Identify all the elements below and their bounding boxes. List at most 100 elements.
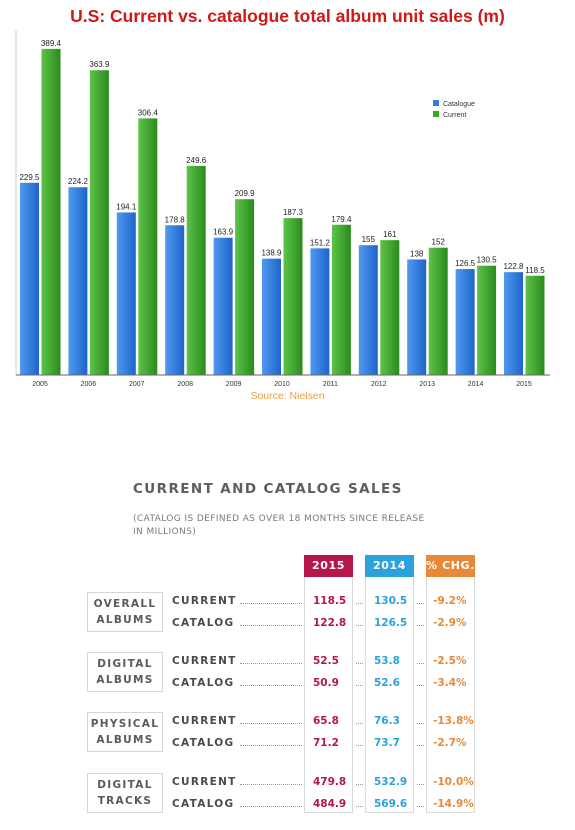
- leader-dots: [356, 663, 363, 664]
- group-label-line-2: ALBUMS: [96, 734, 154, 746]
- value-change: -14.9%: [433, 798, 474, 810]
- group-label-0: OVERALL ALBUMS: [87, 592, 163, 632]
- row-label-3-1: CATALOG: [172, 798, 235, 810]
- data-label-catalogue-2008: 178.8: [165, 215, 186, 224]
- bar-current-2005: [41, 48, 61, 375]
- leader-dots: [417, 603, 424, 604]
- value-2014: 76.3: [374, 715, 400, 727]
- chart-title: U.S: Current vs. catalogue total album u…: [70, 6, 505, 26]
- data-label-current-2013: 152: [432, 238, 446, 247]
- column-header-1: 2014: [365, 555, 414, 577]
- data-label-catalogue-2007: 194.1: [116, 202, 137, 211]
- value-2014: 130.5: [374, 595, 408, 607]
- value-2014: 53.8: [374, 655, 400, 667]
- leader-dots: [356, 784, 363, 785]
- leader-dots: [417, 625, 424, 626]
- bar-catalogue-2015: [504, 272, 523, 375]
- data-label-catalogue-2009: 163.9: [213, 228, 234, 237]
- row-label-2-1: CATALOG: [172, 737, 235, 749]
- leader-dots: [356, 806, 363, 807]
- value-change: -10.0%: [433, 776, 474, 788]
- data-label-current-2006: 363.9: [89, 60, 110, 69]
- value-2014: 52.6: [374, 677, 400, 689]
- bar-current-2012: [380, 240, 400, 375]
- bar-current-2009: [235, 199, 255, 375]
- value-2015: 71.2: [313, 737, 339, 749]
- data-label-catalogue-2012: 155: [362, 235, 376, 244]
- bar-catalogue-2013: [407, 259, 427, 375]
- group-label-1: DIGITAL ALBUMS: [87, 652, 163, 692]
- legend-swatch-catalogue: [433, 100, 439, 106]
- bar-catalogue-2006: [68, 187, 88, 375]
- value-2014: 569.6: [374, 798, 408, 810]
- data-label-current-2011: 179.4: [331, 215, 352, 224]
- leader-dots: [356, 723, 363, 724]
- value-2015: 122.8: [313, 617, 347, 629]
- table-title: CURRENT AND CATALOG SALES: [133, 481, 403, 497]
- data-label-current-2014: 130.5: [477, 256, 498, 265]
- table-note-line-1: (CATALOG IS DEFINED AS OVER 18 MONTHS SI…: [133, 514, 425, 524]
- value-2015: 484.9: [313, 798, 347, 810]
- column-frame-0: [304, 557, 353, 813]
- data-label-catalogue-2013: 138: [410, 249, 424, 258]
- value-2014: 126.5: [374, 617, 408, 629]
- bar-catalogue-2012: [358, 245, 378, 375]
- data-label-current-2015: 118.5: [525, 266, 545, 275]
- leader-dots: [240, 784, 302, 785]
- data-label-catalogue-2006: 224.2: [68, 177, 89, 186]
- group-label-line-2: ALBUMS: [96, 674, 154, 686]
- x-tick-label-2005: 2005: [32, 381, 48, 388]
- value-2015: 52.5: [313, 655, 339, 667]
- x-tick-label-2012: 2012: [371, 381, 387, 388]
- row-label-3-0: CURRENT: [172, 776, 237, 788]
- table-note-line-2: IN MILLIONS): [133, 527, 197, 537]
- x-tick-label-2008: 2008: [177, 381, 193, 388]
- row-label-2-0: CURRENT: [172, 715, 237, 727]
- value-2015: 479.8: [313, 776, 347, 788]
- x-tick-label-2014: 2014: [468, 381, 484, 388]
- x-tick-label-2007: 2007: [129, 381, 145, 388]
- value-2015: 65.8: [313, 715, 339, 727]
- leader-dots: [417, 745, 424, 746]
- legend-label-current: Current: [443, 112, 466, 119]
- value-2014: 73.7: [374, 737, 400, 749]
- bar-chart: 229.5 389.4 2005 224.2 363.9 2006 194.1 306.4 20…: [15, 30, 550, 388]
- row-label-1-1: CATALOG: [172, 677, 235, 689]
- column-frame-2: [426, 557, 475, 813]
- legend-swatch-current: [433, 111, 439, 117]
- leader-dots: [240, 663, 302, 664]
- leader-dots: [417, 806, 424, 807]
- leader-dots: [240, 625, 302, 626]
- x-tick-label-2009: 2009: [226, 381, 242, 388]
- table-note: (CATALOG IS DEFINED AS OVER 18 MONTHS SI…: [133, 513, 433, 539]
- group-label-line-2: TRACKS: [97, 795, 153, 807]
- value-change: -2.9%: [433, 617, 467, 629]
- group-label-line-2: ALBUMS: [96, 614, 154, 626]
- data-label-current-2009: 209.9: [235, 189, 256, 198]
- value-change: -2.7%: [433, 737, 467, 749]
- bar-current-2008: [186, 165, 206, 375]
- data-label-current-2005: 389.4: [41, 39, 62, 48]
- leader-dots: [356, 685, 363, 686]
- leader-dots: [417, 685, 424, 686]
- leader-dots: [240, 806, 302, 807]
- data-label-current-2008: 249.6: [186, 156, 207, 165]
- value-change: -13.8%: [433, 715, 474, 727]
- x-tick-label-2015: 2015: [516, 381, 532, 388]
- x-tick-label-2010: 2010: [274, 381, 290, 388]
- bar-catalogue-2011: [310, 248, 330, 375]
- leader-dots: [356, 603, 363, 604]
- bar-catalogue-2007: [116, 212, 136, 375]
- column-header-0: 2015: [304, 555, 353, 577]
- data-label-current-2010: 187.3: [283, 208, 304, 217]
- leader-dots: [240, 685, 302, 686]
- value-2014: 532.9: [374, 776, 408, 788]
- data-label-current-2007: 306.4: [138, 108, 159, 117]
- data-label-catalogue-2015: 122.8: [503, 262, 524, 271]
- bar-catalogue-2008: [165, 225, 185, 375]
- data-label-catalogue-2005: 229.5: [19, 173, 40, 182]
- row-label-0-0: CURRENT: [172, 595, 237, 607]
- bar-catalogue-2009: [213, 237, 233, 375]
- bar-catalogue-2005: [20, 182, 39, 375]
- bar-current-2011: [331, 224, 351, 375]
